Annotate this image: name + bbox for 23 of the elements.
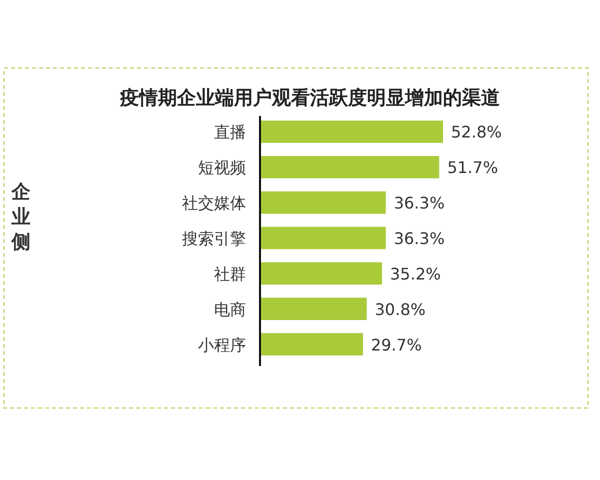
y-tick-label: 电商 xyxy=(214,300,246,319)
bar xyxy=(260,156,440,178)
bar xyxy=(260,262,382,285)
data-label: 36.3% xyxy=(394,194,445,213)
y-tick-label: 直播 xyxy=(214,122,246,142)
data-label: 51.7% xyxy=(447,158,498,178)
data-label: 29.7% xyxy=(370,335,422,354)
data-label: 36.3% xyxy=(394,229,445,248)
data-label: 30.8% xyxy=(374,300,426,319)
y-tick-label: 社群 xyxy=(214,264,246,284)
text: 企业侧 xyxy=(10,181,32,253)
y-tick-label: 社交媒体 xyxy=(182,194,246,213)
data-label: 52.8% xyxy=(451,122,502,142)
chart-title: 疫情期企业端用户观看活跃度明显增加的渠道 xyxy=(119,87,500,109)
bar xyxy=(260,298,367,320)
y-tick-label: 短视频 xyxy=(198,158,246,178)
bar xyxy=(260,226,386,250)
bar xyxy=(260,333,363,356)
bar xyxy=(260,120,443,143)
y-tick-label: 搜索引擎 xyxy=(182,229,246,248)
y-tick-label: 小程序 xyxy=(198,335,246,354)
bar xyxy=(260,191,386,214)
data-label: 35.2% xyxy=(390,264,441,284)
